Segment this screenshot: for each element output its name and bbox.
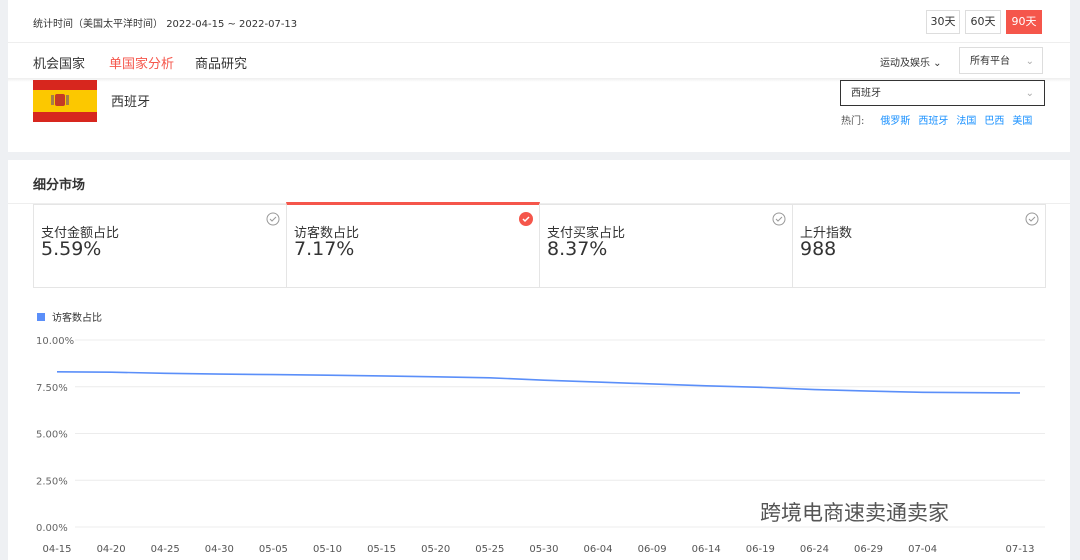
metric-card[interactable]: 访客数占比 7.17%: [286, 202, 540, 288]
country-name: 西班牙: [111, 95, 151, 110]
y-tick-label: 5.00%: [36, 430, 68, 441]
x-tick-label: 06-04: [583, 544, 612, 555]
metric-label: 支付买家占比: [547, 226, 626, 241]
metric-card[interactable]: 支付买家占比 8.37%: [539, 204, 793, 288]
check-icon: [266, 212, 280, 226]
x-tick-label: 05-25: [475, 544, 504, 555]
hot-countries: 热门: 俄罗斯 西班牙 法国 巴西 美国: [841, 112, 1032, 127]
metric-value: 7.17%: [294, 238, 355, 260]
divider: [8, 42, 1070, 43]
x-tick-label: 07-13: [1005, 544, 1034, 555]
legend-swatch: [37, 313, 45, 321]
hot-link[interactable]: 巴西: [984, 116, 1005, 127]
country-select[interactable]: 西班牙 ⌄: [840, 80, 1045, 106]
check-icon: [772, 212, 786, 226]
x-tick-label: 07-04: [908, 544, 937, 555]
y-tick-label: 7.50%: [36, 383, 68, 394]
x-tick-label: 04-15: [42, 544, 71, 555]
x-tick-label: 06-09: [638, 544, 667, 555]
hot-link[interactable]: 西班牙: [918, 116, 949, 127]
range-button[interactable]: 30天: [926, 10, 960, 34]
metric-value: 988: [800, 238, 837, 260]
check-icon: [1025, 212, 1039, 226]
platform-filter[interactable]: 所有平台 ⌄: [959, 47, 1043, 74]
metric-value: 8.37%: [547, 238, 608, 260]
x-tick-label: 05-30: [529, 544, 558, 555]
metric-value: 5.59%: [41, 238, 102, 260]
category-filter[interactable]: 运动及娱乐 ⌄: [880, 58, 942, 69]
metric-label: 支付金额占比: [41, 226, 120, 241]
x-tick-label: 06-19: [746, 544, 775, 555]
y-tick-label: 2.50%: [36, 476, 68, 487]
check-icon: [519, 212, 533, 226]
top-panel: [8, 0, 1070, 152]
flag: [33, 80, 97, 122]
filter-text: 运动及娱乐: [880, 58, 930, 69]
hot-label: 热门:: [841, 116, 865, 127]
select-text: 西班牙: [851, 88, 881, 99]
y-tick-label: 0.00%: [36, 523, 68, 534]
x-tick-label: 05-05: [259, 544, 288, 555]
period: 统计时间（美国太平洋时间） 2022-04-15 ~ 2022-07-13: [33, 15, 297, 30]
hot-link[interactable]: 法国: [956, 116, 977, 127]
x-tick-label: 05-20: [421, 544, 450, 555]
x-tick-label: 04-25: [151, 544, 180, 555]
y-tick-label: 10.00%: [36, 336, 74, 347]
x-tick-label: 06-14: [692, 544, 721, 555]
shadow: [8, 78, 1070, 82]
tab[interactable]: 商品研究: [195, 57, 248, 72]
section-title: 细分市场: [33, 178, 86, 193]
x-tick-label: 04-30: [205, 544, 234, 555]
metric-label: 上升指数: [800, 226, 853, 241]
period-label: 统计时间（美国太平洋时间）: [33, 19, 163, 30]
tab[interactable]: 机会国家: [33, 57, 86, 72]
hot-link[interactable]: 美国: [1012, 116, 1033, 127]
range-button[interactable]: 60天: [965, 10, 1001, 34]
x-tick-label: 04-20: [97, 544, 126, 555]
metric-label: 访客数占比: [294, 226, 360, 241]
x-tick-label: 06-24: [800, 544, 829, 555]
watermark: 跨境电商速卖通卖家: [760, 501, 949, 525]
filter-text: 所有平台: [970, 56, 1010, 67]
x-tick-label: 05-15: [367, 544, 396, 555]
hot-link[interactable]: 俄罗斯: [880, 116, 911, 127]
metric-card[interactable]: 上升指数 988: [792, 204, 1046, 288]
x-tick-label: 05-10: [313, 544, 342, 555]
period-value: 2022-04-15 ~ 2022-07-13: [166, 19, 298, 30]
x-tick-label: 06-29: [854, 544, 883, 555]
range-button[interactable]: 90天: [1006, 10, 1042, 34]
metric-card[interactable]: 支付金额占比 5.59%: [33, 204, 287, 288]
legend-label: 访客数占比: [52, 311, 102, 324]
line: [56, 370, 1021, 394]
